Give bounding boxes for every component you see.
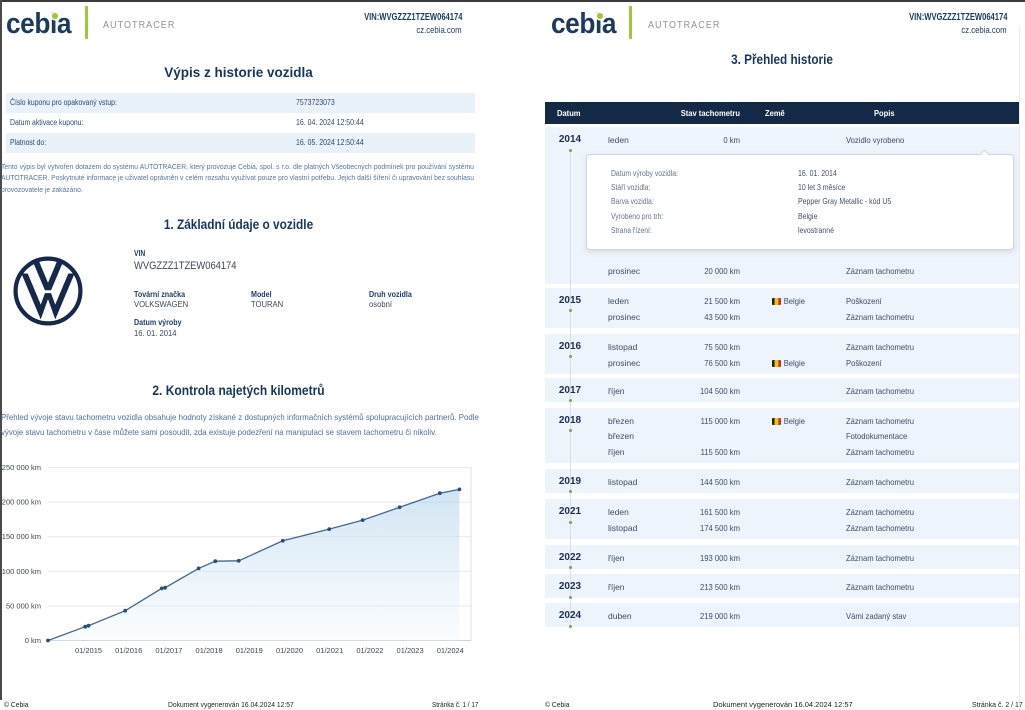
svg-text:100 000 km: 100 000 km	[2, 567, 41, 576]
svg-text:01/2017: 01/2017	[155, 646, 182, 655]
svg-text:01/2020: 01/2020	[276, 646, 303, 655]
svg-text:01/2015: 01/2015	[75, 646, 102, 655]
svg-text:150 000 km: 150 000 km	[2, 532, 41, 541]
svg-text:01/2022: 01/2022	[356, 646, 383, 655]
svg-text:01/2021: 01/2021	[316, 646, 343, 655]
svg-text:01/2019: 01/2019	[236, 646, 263, 655]
svg-text:01/2023: 01/2023	[397, 646, 424, 655]
svg-text:0 km: 0 km	[25, 636, 41, 645]
svg-text:200 000 km: 200 000 km	[2, 498, 41, 507]
svg-text:01/2024: 01/2024	[437, 646, 464, 655]
svg-text:01/2018: 01/2018	[196, 646, 223, 655]
svg-text:01/2016: 01/2016	[115, 646, 142, 655]
svg-text:250 000 km: 250 000 km	[2, 463, 41, 472]
svg-text:50 000 km: 50 000 km	[6, 601, 41, 610]
